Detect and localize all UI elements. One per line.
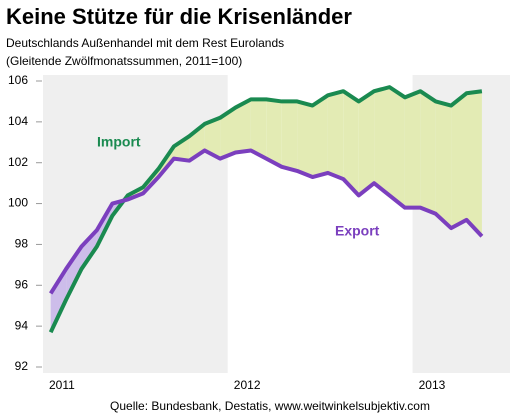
- y-tick-label: 100: [8, 196, 28, 210]
- subtitle: (Gleitende Zwölfmonatssummen, 2011=100): [6, 54, 242, 68]
- gap-area: [343, 91, 359, 196]
- gap-area: [297, 101, 313, 178]
- gap-area: [374, 87, 390, 196]
- gap-area: [327, 91, 344, 180]
- gap-area: [66, 246, 82, 300]
- y-tick-label: 96: [15, 277, 29, 291]
- gap-area: [50, 268, 67, 333]
- gap-area: [81, 230, 97, 269]
- x-tick-label: 2011: [49, 378, 75, 392]
- gap-area: [204, 117, 221, 159]
- chart-title: Keine Stütze für die Krisenländer: [6, 4, 352, 29]
- y-tick-label: 94: [15, 318, 29, 332]
- y-tick-label: 98: [15, 237, 29, 251]
- gap-area: [266, 99, 282, 167]
- series-label: Export: [335, 223, 380, 239]
- gap-area: [220, 107, 236, 159]
- x-tick-label: 2013: [419, 378, 446, 392]
- gap-area: [358, 91, 375, 196]
- subtitle: Deutschlands Außenhandel mit dem Rest Eu…: [6, 36, 284, 50]
- gap-area: [404, 91, 421, 208]
- gap-area: [173, 136, 190, 161]
- y-tick-label: 92: [15, 359, 29, 373]
- gap-area: [420, 91, 436, 214]
- gap-area: [451, 93, 467, 229]
- gap-area: [235, 99, 251, 153]
- series-label: Import: [97, 134, 141, 150]
- y-tick-label: 106: [8, 73, 28, 87]
- gap-area: [435, 101, 452, 229]
- gap-area: [312, 95, 328, 178]
- source: Quelle: Bundesbank, Destatis, www.weitwi…: [110, 399, 430, 413]
- gap-area: [389, 87, 405, 208]
- y-tick-label: 102: [8, 155, 28, 169]
- year-band: [43, 75, 228, 373]
- series-line: [49, 148, 484, 295]
- y-tick-label: 104: [8, 114, 28, 128]
- gap-area: [250, 99, 267, 159]
- x-tick-label: 2012: [234, 378, 261, 392]
- gap-area: [281, 101, 298, 171]
- gap-area: [466, 91, 482, 237]
